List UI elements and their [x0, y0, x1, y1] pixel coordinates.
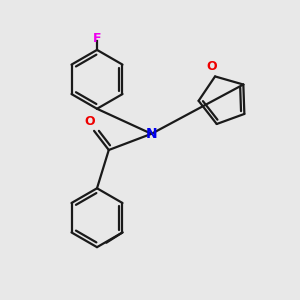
Text: F: F — [93, 32, 101, 46]
Text: O: O — [207, 61, 218, 74]
Text: N: N — [146, 127, 157, 141]
Text: O: O — [84, 115, 95, 128]
